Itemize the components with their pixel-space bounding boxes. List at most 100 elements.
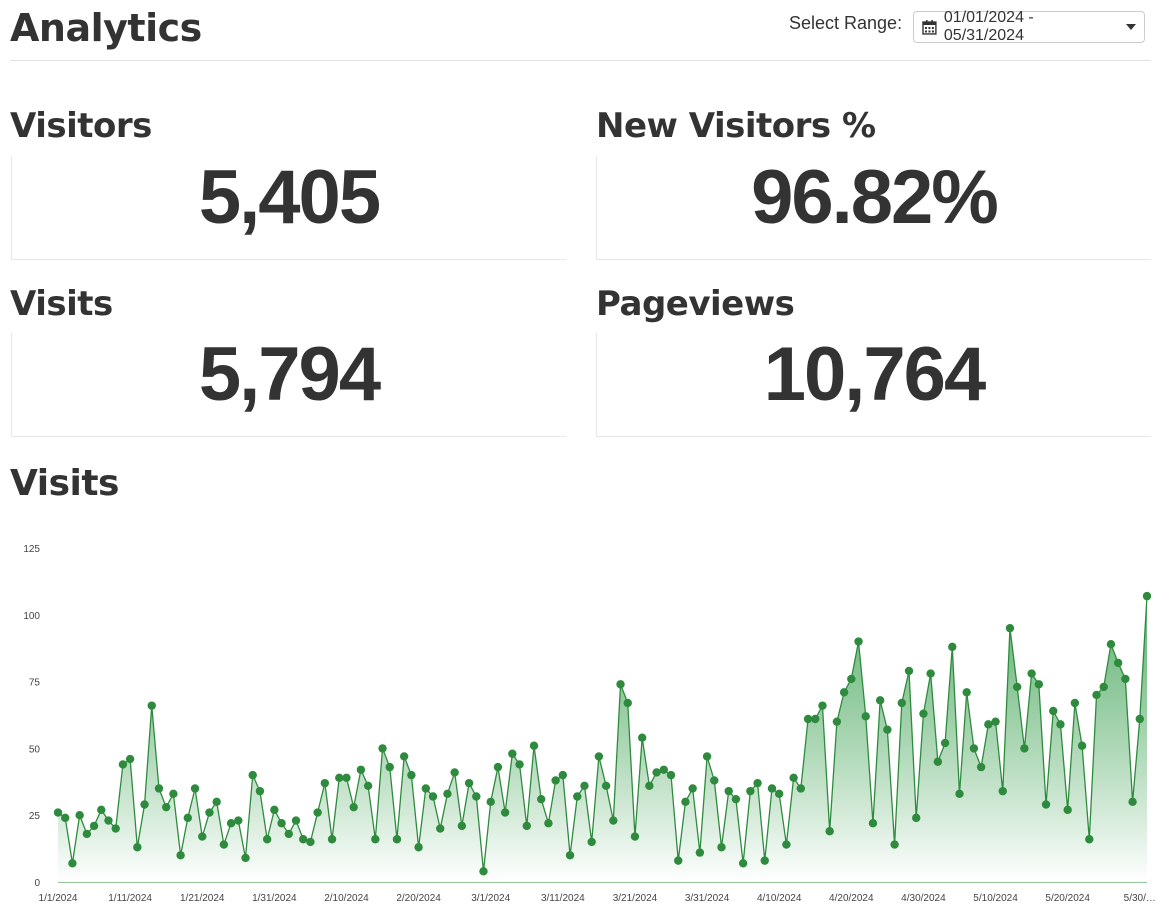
data-point[interactable]	[291, 816, 301, 825]
data-point[interactable]	[609, 816, 618, 825]
data-point[interactable]	[940, 738, 950, 748]
data-point[interactable]	[782, 840, 791, 849]
data-point[interactable]	[68, 859, 77, 868]
data-point[interactable]	[176, 851, 185, 860]
data-point[interactable]	[169, 789, 178, 799]
data-point[interactable]	[875, 696, 885, 705]
data-point[interactable]	[558, 770, 568, 780]
data-point[interactable]	[796, 784, 806, 793]
data-point[interactable]	[839, 688, 849, 697]
data-point[interactable]	[1128, 797, 1137, 807]
data-point[interactable]	[601, 781, 611, 791]
data-point[interactable]	[443, 789, 452, 799]
data-point[interactable]	[356, 765, 366, 774]
data-point[interactable]	[140, 800, 149, 809]
data-point[interactable]	[861, 712, 870, 721]
data-point[interactable]	[270, 805, 279, 815]
data-point[interactable]	[717, 843, 726, 852]
data-point[interactable]	[457, 821, 467, 831]
data-point[interactable]	[847, 674, 856, 684]
data-point[interactable]	[89, 821, 99, 831]
data-point[interactable]	[645, 781, 654, 791]
data-point[interactable]	[652, 768, 661, 777]
data-point[interactable]	[724, 786, 733, 796]
data-point[interactable]	[551, 776, 560, 785]
data-point[interactable]	[933, 757, 943, 766]
data-point[interactable]	[349, 802, 358, 812]
data-point[interactable]	[104, 816, 113, 825]
data-point[interactable]	[1121, 674, 1130, 684]
data-point[interactable]	[428, 792, 438, 801]
data-point[interactable]	[111, 824, 120, 833]
data-point[interactable]	[125, 754, 135, 764]
data-point[interactable]	[342, 773, 351, 782]
data-point[interactable]	[926, 669, 935, 678]
data-point[interactable]	[486, 797, 495, 807]
data-point[interactable]	[262, 835, 272, 844]
data-point[interactable]	[803, 714, 813, 724]
data-point[interactable]	[464, 778, 474, 788]
data-point[interactable]	[976, 762, 986, 772]
data-point[interactable]	[118, 760, 128, 769]
data-point[interactable]	[450, 768, 459, 777]
data-point[interactable]	[580, 781, 589, 791]
data-point[interactable]	[154, 784, 164, 793]
data-point[interactable]	[998, 786, 1007, 796]
data-point[interactable]	[255, 786, 265, 796]
data-point[interactable]	[962, 688, 971, 697]
data-point[interactable]	[1085, 835, 1094, 844]
data-point[interactable]	[1034, 680, 1044, 689]
data-point[interactable]	[529, 741, 539, 750]
data-point[interactable]	[825, 827, 834, 836]
data-point[interactable]	[313, 808, 322, 817]
data-point[interactable]	[1063, 805, 1072, 815]
data-point[interactable]	[659, 765, 668, 774]
data-point[interactable]	[681, 797, 690, 807]
data-point[interactable]	[320, 778, 330, 788]
data-point[interactable]	[226, 819, 236, 828]
data-point[interactable]	[399, 752, 409, 761]
data-point[interactable]	[1049, 706, 1058, 716]
data-point[interactable]	[436, 824, 445, 833]
data-point[interactable]	[1077, 741, 1087, 750]
data-point[interactable]	[183, 813, 193, 823]
data-point[interactable]	[1020, 744, 1029, 753]
data-point[interactable]	[1070, 698, 1080, 708]
data-point[interactable]	[919, 709, 928, 718]
data-point[interactable]	[695, 848, 705, 857]
data-point[interactable]	[147, 701, 156, 710]
data-point[interactable]	[1005, 623, 1015, 633]
data-point[interactable]	[392, 835, 402, 844]
data-point[interactable]	[378, 744, 387, 753]
data-point[interactable]	[241, 853, 250, 863]
data-point[interactable]	[811, 714, 820, 724]
data-point[interactable]	[674, 856, 683, 865]
data-point[interactable]	[573, 792, 582, 801]
data-point[interactable]	[472, 792, 481, 801]
data-point[interactable]	[666, 770, 676, 780]
data-point[interactable]	[190, 784, 200, 793]
data-point[interactable]	[363, 781, 373, 791]
data-point[interactable]	[53, 808, 63, 817]
data-point[interactable]	[1142, 591, 1152, 601]
data-point[interactable]	[1041, 800, 1051, 809]
data-point[interactable]	[710, 776, 719, 785]
data-point[interactable]	[1092, 690, 1101, 700]
data-point[interactable]	[1099, 682, 1108, 692]
data-point[interactable]	[637, 733, 647, 742]
data-point[interactable]	[767, 784, 777, 793]
data-point[interactable]	[385, 762, 394, 772]
data-point[interactable]	[198, 832, 207, 841]
data-point[interactable]	[854, 637, 863, 646]
data-point[interactable]	[421, 784, 431, 793]
data-point[interactable]	[277, 819, 286, 828]
data-point[interactable]	[594, 752, 604, 761]
data-point[interactable]	[522, 821, 531, 831]
data-point[interactable]	[299, 835, 308, 844]
data-point[interactable]	[219, 840, 229, 849]
data-point[interactable]	[630, 832, 640, 841]
data-point[interactable]	[955, 789, 964, 799]
data-point[interactable]	[248, 770, 257, 780]
data-point[interactable]	[760, 856, 769, 865]
data-point[interactable]	[407, 770, 416, 780]
